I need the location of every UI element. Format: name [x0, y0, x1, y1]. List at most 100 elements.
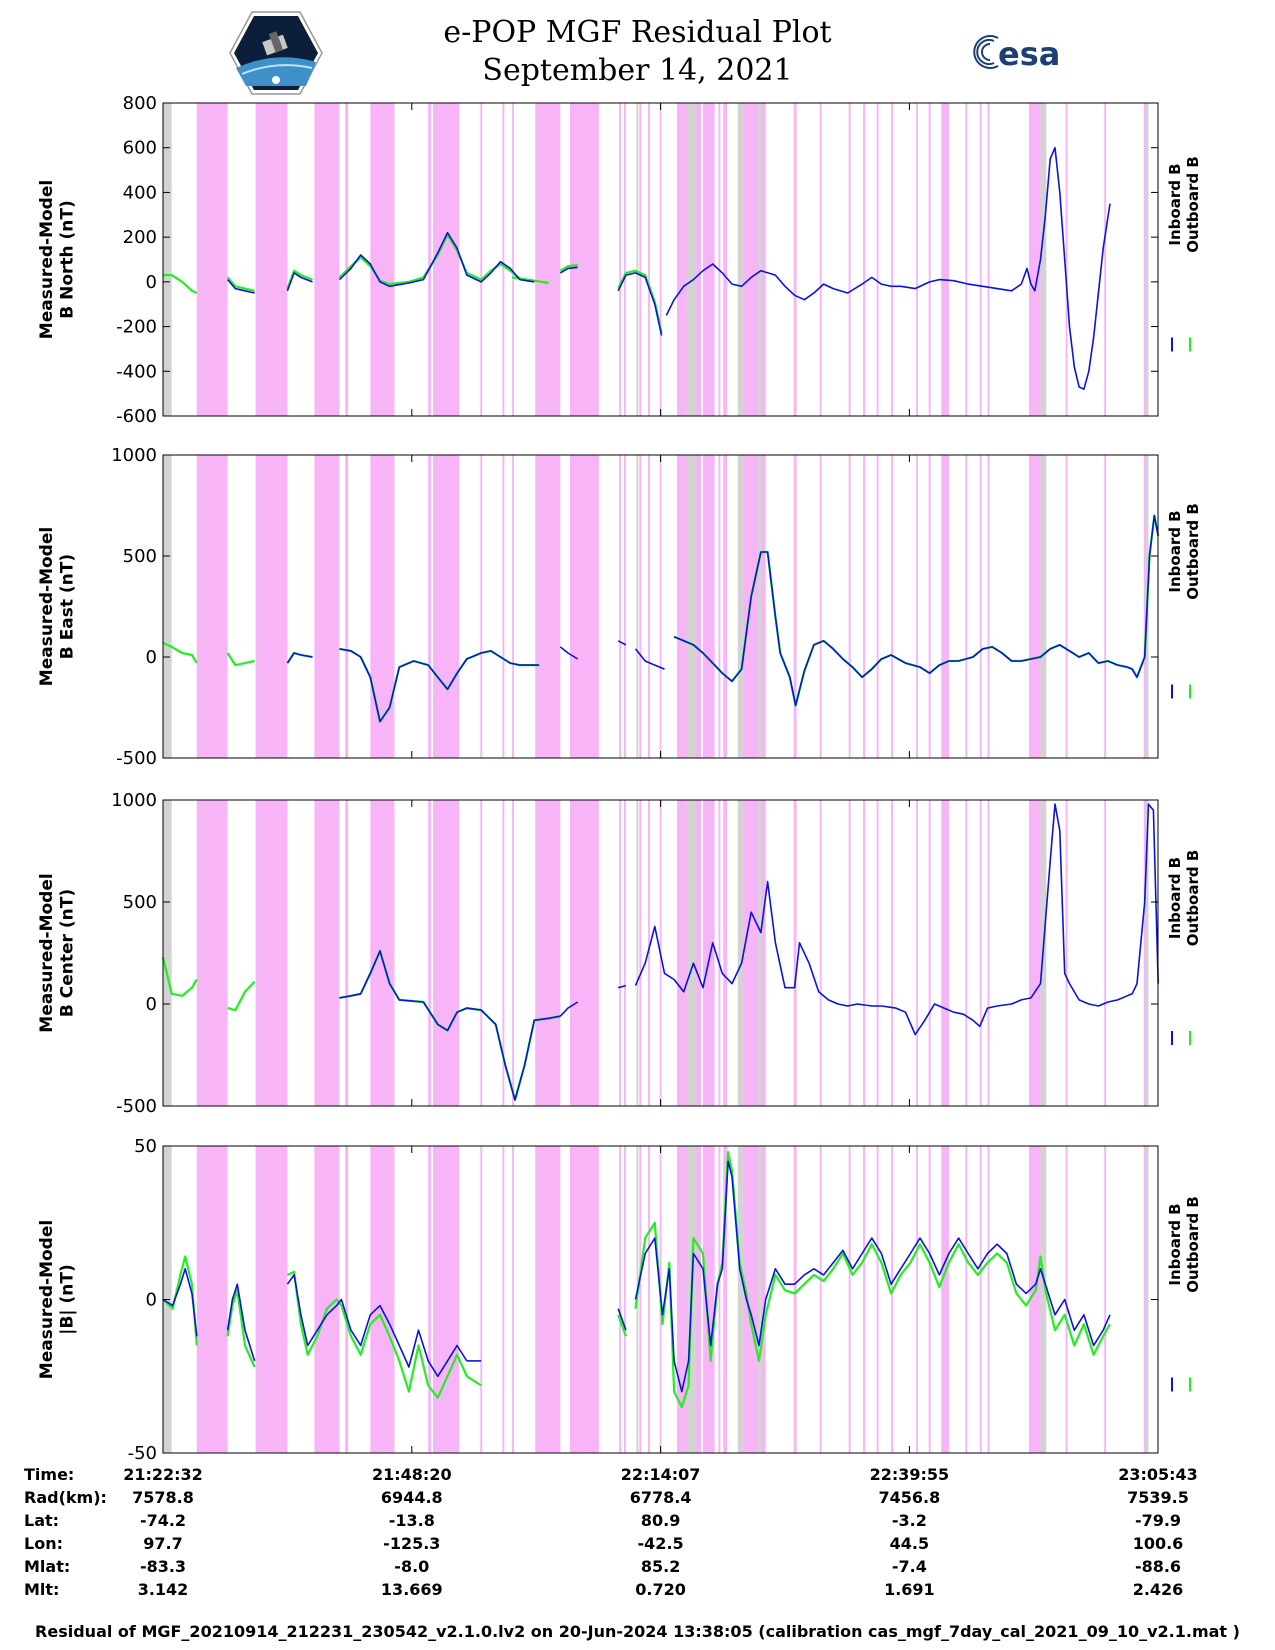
shade-magenta-band — [916, 103, 919, 416]
ephemeris-value: 21:22:32 — [123, 1465, 203, 1484]
ephemeris-value: 3.142 — [138, 1580, 189, 1599]
shade-magenta-band — [428, 1146, 432, 1453]
shade-magenta-band — [428, 800, 432, 1106]
panel-3: -500 0 500 1000 Measured-ModelB Center (nT) I… — [37, 790, 1202, 1117]
shade-magenta-band — [760, 800, 766, 1106]
y-tick-label: 200 — [123, 227, 157, 248]
shade-magenta-band — [1104, 103, 1107, 416]
shade-magenta-band — [314, 455, 340, 758]
y-axis-label: Measured-ModelB Center (nT) — [37, 873, 77, 1032]
shade-magenta-band — [1104, 800, 1107, 1106]
legend-labels: Inboard BOutboard B — [1166, 156, 1202, 253]
shade-magenta-band — [1028, 800, 1041, 1106]
shade-magenta-band — [569, 455, 599, 758]
shade-magenta-band — [480, 800, 483, 1106]
shade-magenta-band — [876, 455, 879, 758]
outboard-series-segment — [466, 1375, 482, 1387]
shade-magenta-band — [433, 1146, 460, 1453]
shade-magenta-band — [793, 103, 797, 416]
shade-magenta-band — [370, 1146, 395, 1453]
shade-magenta-band — [345, 103, 349, 416]
shade-magenta-band — [793, 455, 797, 758]
y-axis-label-line: B North (nT) — [57, 200, 77, 319]
shade-magenta-band — [255, 455, 288, 758]
shade-magenta-band — [941, 1146, 949, 1453]
shade-magenta-band — [916, 455, 919, 758]
title-line-2: September 14, 2021 — [482, 53, 793, 88]
shade-magenta-band — [1065, 455, 1068, 758]
inboard-series-segment — [559, 646, 579, 660]
shade-magenta-band — [345, 455, 349, 758]
shade-magenta-band — [433, 455, 460, 758]
y-tick-label: 600 — [123, 138, 157, 159]
shade-magenta-band — [623, 800, 626, 1106]
legend-entry-label: Outboard B — [1184, 503, 1202, 600]
esa-logo-icon: esa — [973, 35, 1060, 73]
shade-magenta-band — [979, 1146, 982, 1453]
shade-magenta-band — [502, 103, 505, 416]
shade-magenta-band — [639, 455, 642, 758]
shade-magenta-band — [848, 1146, 851, 1453]
shade-magenta-band — [723, 103, 728, 416]
ephemeris-value: -13.8 — [389, 1511, 435, 1530]
shade-magenta-band — [848, 455, 851, 758]
y-tick-label: -200 — [116, 317, 157, 338]
shade-magenta-band — [979, 455, 982, 758]
ephemeris-value: 6944.8 — [381, 1488, 443, 1507]
y-axis-label: Measured-ModelB East (nT) — [37, 527, 77, 686]
inboard-series-segment — [617, 272, 663, 336]
shade-magenta-band — [255, 103, 288, 416]
shade-gray-band — [757, 103, 761, 416]
ephemeris-value: 23:05:43 — [1118, 1465, 1198, 1484]
shade-magenta-band — [863, 1146, 866, 1453]
y-tick-label: 1000 — [111, 445, 157, 466]
y-tick-label: 0 — [146, 1290, 157, 1311]
inboard-series-segment — [673, 514, 1159, 707]
shade-magenta-band — [819, 1146, 822, 1453]
shade-magenta-band — [987, 800, 990, 1106]
cassiope-logo-icon — [229, 11, 323, 95]
shade-magenta-band — [639, 103, 642, 416]
shade-magenta-band — [703, 1146, 715, 1453]
shade-magenta-band — [433, 103, 460, 416]
shade-magenta-band — [648, 800, 650, 1106]
shade-magenta-band — [1104, 455, 1107, 758]
shade-magenta-band — [639, 1146, 642, 1453]
shade-magenta-band — [512, 800, 515, 1106]
outboard-series-segment — [163, 274, 198, 295]
shade-magenta-band — [314, 800, 340, 1106]
legend-labels: Inboard BOutboard B — [1166, 503, 1202, 600]
inboard-series-segment — [339, 648, 540, 723]
shade-gray-band — [737, 1146, 744, 1453]
shade-magenta-band — [863, 455, 866, 758]
shade-gray-band — [757, 800, 761, 1106]
shade-magenta-band — [891, 1146, 894, 1453]
ephemeris-value: -3.2 — [892, 1511, 927, 1530]
y-tick-label: 500 — [123, 546, 157, 567]
shade-magenta-band — [569, 103, 599, 416]
shade-magenta-band — [196, 103, 228, 416]
shade-magenta-band — [793, 800, 797, 1106]
shade-magenta-band — [535, 1146, 561, 1453]
shade-magenta-band — [965, 103, 968, 416]
inboard-series-segment — [665, 146, 1111, 391]
inboard-series-segment — [559, 266, 578, 274]
shade-magenta-band — [760, 103, 766, 416]
y-tick-label: 500 — [123, 892, 157, 913]
shade-magenta-band — [502, 455, 505, 758]
inboard-series-segment — [286, 272, 313, 292]
shade-magenta-band — [876, 103, 879, 416]
inboard-series-segment — [617, 1308, 627, 1331]
shade-magenta-band — [916, 1146, 919, 1453]
shade-magenta-band — [928, 800, 931, 1106]
shade-magenta-band — [428, 455, 432, 758]
shade-magenta-band — [723, 455, 728, 758]
shade-gray-band — [1145, 1146, 1149, 1453]
shade-magenta-band — [639, 800, 642, 1106]
shade-magenta-band — [255, 1146, 288, 1453]
shade-magenta-band — [891, 103, 894, 416]
shade-magenta-band — [623, 1146, 626, 1453]
ephemeris-value: 21:48:20 — [372, 1465, 452, 1484]
y-axis-label-line: Measured-Model — [37, 873, 57, 1032]
shade-magenta-band — [928, 1146, 931, 1453]
